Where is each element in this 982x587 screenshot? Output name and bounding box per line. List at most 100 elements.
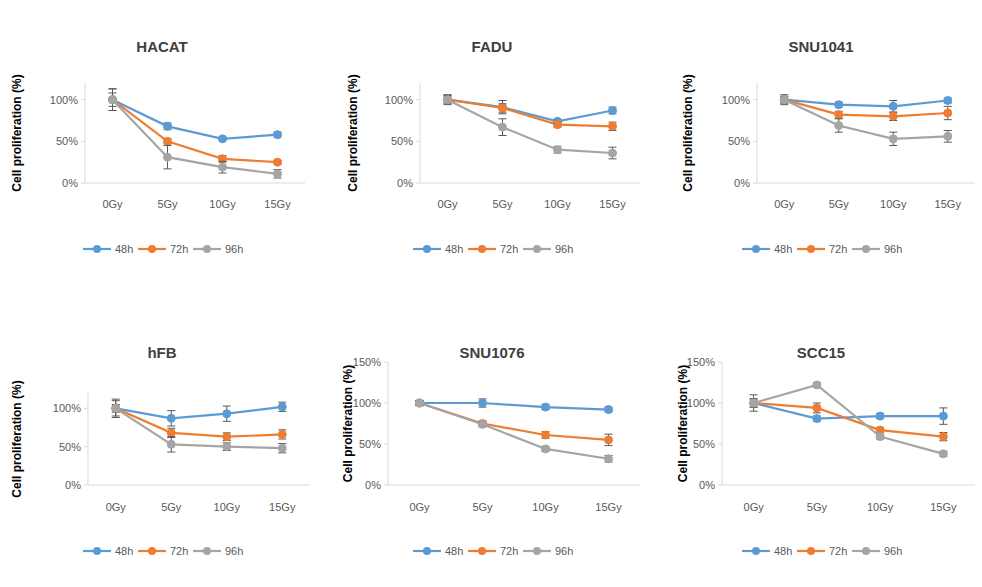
error-cap (944, 130, 952, 131)
legend-entry: 96h (523, 243, 573, 255)
legend-entry: 72h (138, 243, 188, 255)
error-bar (479, 399, 487, 407)
data-point (112, 404, 120, 412)
y-tick-label: 0% (699, 479, 715, 491)
data-point (164, 137, 172, 145)
error-cap (944, 142, 952, 143)
y-tick (81, 141, 85, 142)
data-point (112, 404, 120, 412)
data-point (605, 436, 613, 444)
y-tick-label: 50% (56, 135, 78, 147)
error-cap (499, 135, 507, 136)
y-tick (384, 485, 388, 486)
y-tick-label: 50% (693, 438, 715, 450)
error-bar (554, 146, 562, 153)
error-bar (813, 403, 821, 413)
data-point (479, 420, 487, 428)
x-tick-label: 10Gy (867, 501, 894, 513)
x-tick-label: 5Gy (829, 198, 850, 210)
series-line (116, 408, 283, 436)
y-axis-label: Cell proliferation (%) (10, 74, 24, 191)
legend-entry: 96h (852, 243, 902, 255)
error-bar (223, 406, 231, 421)
error-bar (167, 428, 175, 437)
data-point (609, 149, 617, 157)
error-bar (278, 430, 286, 439)
legend-label: 96h (884, 545, 902, 557)
legend-entry: 72h (797, 243, 847, 255)
data-point (944, 132, 952, 140)
y-axis-label: Cell proliferation (%) (10, 380, 24, 497)
y-tick (384, 444, 388, 445)
y-tick (384, 403, 388, 404)
error-bar (223, 433, 231, 441)
figure: HACATCell proliferation (%)0%50%100%0Gy5… (0, 0, 982, 587)
legend-marker (203, 547, 211, 555)
error-cap (223, 421, 231, 422)
legend-entry: 48h (83, 545, 133, 557)
data-point (167, 429, 175, 437)
y-tick-label: 0% (734, 177, 750, 189)
y-axis-label: Cell proliferation (%) (346, 74, 360, 191)
x-tick-label: 15Gy (269, 501, 296, 513)
error-bar (889, 132, 897, 145)
error-bar (278, 402, 286, 411)
y-axis-line (388, 362, 389, 485)
y-tick-label: 50% (391, 135, 413, 147)
error-cap (499, 113, 507, 114)
error-bar (499, 104, 507, 112)
legend-marker (478, 547, 486, 555)
data-point (164, 153, 172, 161)
error-cap (444, 104, 452, 105)
data-point (876, 433, 884, 441)
error-cap (750, 411, 758, 412)
x-tick-label: 15Gy (599, 198, 626, 210)
error-cap (609, 147, 617, 148)
y-tick (416, 141, 420, 142)
error-bar (889, 112, 897, 120)
data-point (944, 97, 952, 105)
error-bar (164, 146, 172, 169)
error-bar (750, 399, 758, 407)
data-point (167, 440, 175, 448)
error-cap (164, 168, 172, 169)
chart-panel: hFBCell proliferation (%)0%50%100%0Gy5Gy… (10, 344, 310, 557)
error-bar (219, 156, 227, 163)
error-cap (780, 104, 788, 105)
legend-label: 72h (829, 545, 847, 557)
x-tick-label: 5Gy (157, 198, 178, 210)
y-tick-label: 50% (59, 441, 81, 453)
y-tick (84, 446, 88, 447)
y-tick-label: 100% (353, 397, 381, 409)
chart-title: SNU1076 (459, 344, 524, 361)
error-bar (499, 119, 507, 136)
data-point (889, 112, 897, 120)
series-line (116, 408, 283, 448)
legend-marker (752, 245, 760, 253)
error-bar (219, 161, 227, 173)
error-cap (109, 110, 117, 111)
data-point (609, 107, 617, 115)
data-point (109, 96, 117, 104)
data-point (278, 430, 286, 438)
data-point (939, 433, 947, 441)
error-cap (109, 110, 117, 111)
chart-panel: SCC15Cell proliferation (%)0%50%100%150%… (676, 344, 975, 557)
error-bar (167, 411, 175, 426)
data-point (542, 431, 550, 439)
error-cap (605, 434, 613, 435)
x-tick-label: 5Gy (472, 501, 493, 513)
data-point (813, 404, 821, 412)
data-point (444, 96, 452, 104)
y-tick-label: 50% (359, 438, 381, 450)
chart-title: FADU (472, 38, 513, 55)
y-axis-line (757, 83, 758, 183)
legend-label: 72h (500, 545, 518, 557)
series-line (420, 403, 609, 459)
chart-title: hFB (147, 344, 176, 361)
y-tick (416, 183, 420, 184)
error-bar (109, 89, 117, 111)
legend-marker (478, 245, 486, 253)
data-point (554, 121, 562, 129)
plot-marks (750, 381, 948, 458)
